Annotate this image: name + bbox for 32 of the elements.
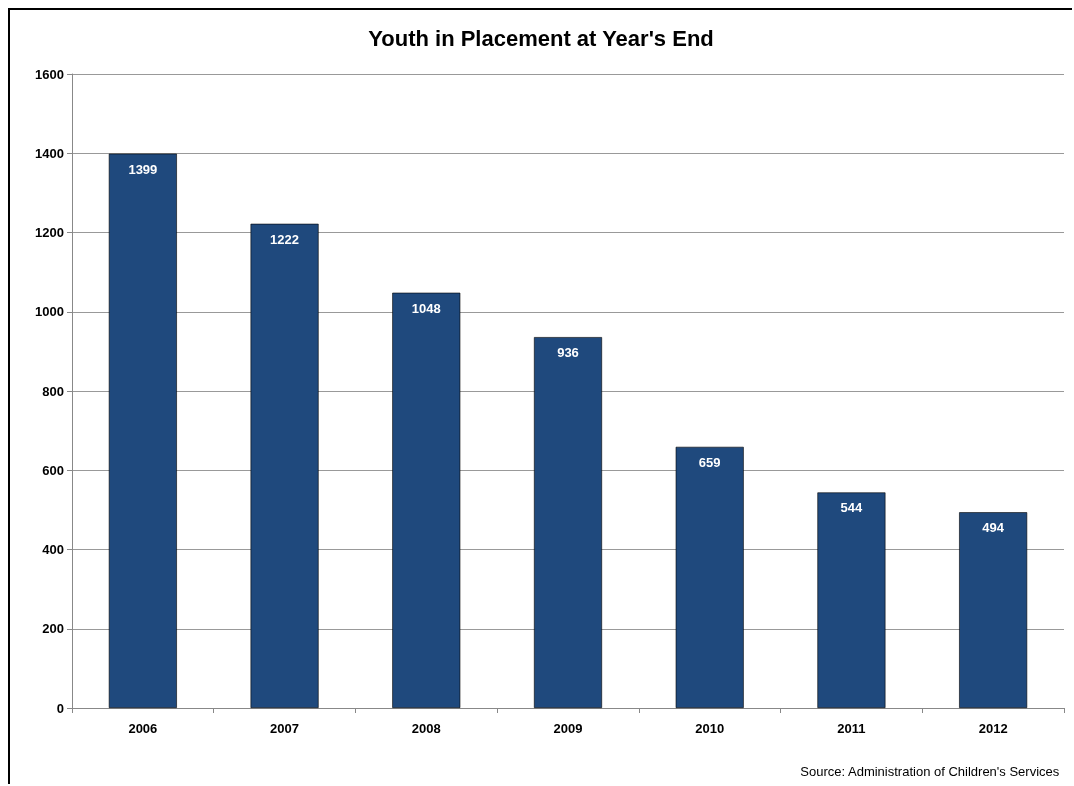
- y-tick-label: 0: [56, 700, 64, 716]
- x-tick-label: 2011: [837, 721, 866, 736]
- x-tick-label: 2007: [270, 721, 300, 736]
- source-note: Source: Administration of Children's Services: [800, 764, 1060, 779]
- y-tick-label: 1200: [35, 225, 64, 240]
- bar: [250, 223, 319, 708]
- y-tick-label: 1400: [35, 145, 64, 161]
- data-label: 1048: [411, 300, 441, 316]
- data-label: 544: [840, 500, 864, 516]
- data-label: 659: [698, 454, 721, 470]
- data-label: 494: [982, 520, 1005, 536]
- data-label: 1399: [128, 161, 158, 177]
- x-tick-label: 2009: [553, 721, 583, 736]
- bar: [959, 512, 1028, 708]
- x-tick-label: 2012: [978, 721, 1008, 736]
- x-tick-label: 2010: [695, 721, 725, 736]
- y-tick-label: 1600: [35, 66, 64, 82]
- bar: [675, 446, 744, 708]
- chart-title: Youth in Placement at Year's End: [368, 25, 714, 51]
- bar: [108, 153, 177, 708]
- x-tick-label: 2006: [128, 721, 158, 736]
- data-label: 1222: [270, 231, 300, 247]
- y-tick-label: 600: [42, 462, 64, 478]
- y-tick-label: 800: [42, 383, 64, 399]
- y-tick-label: 400: [42, 542, 64, 557]
- bar: [817, 492, 886, 708]
- x-tick-label: 2008: [411, 721, 441, 736]
- y-tick-label: 200: [42, 621, 64, 637]
- bar: [392, 292, 461, 708]
- bar: [533, 337, 603, 708]
- data-label: 936: [557, 345, 579, 361]
- y-tick-label: 1000: [35, 304, 64, 320]
